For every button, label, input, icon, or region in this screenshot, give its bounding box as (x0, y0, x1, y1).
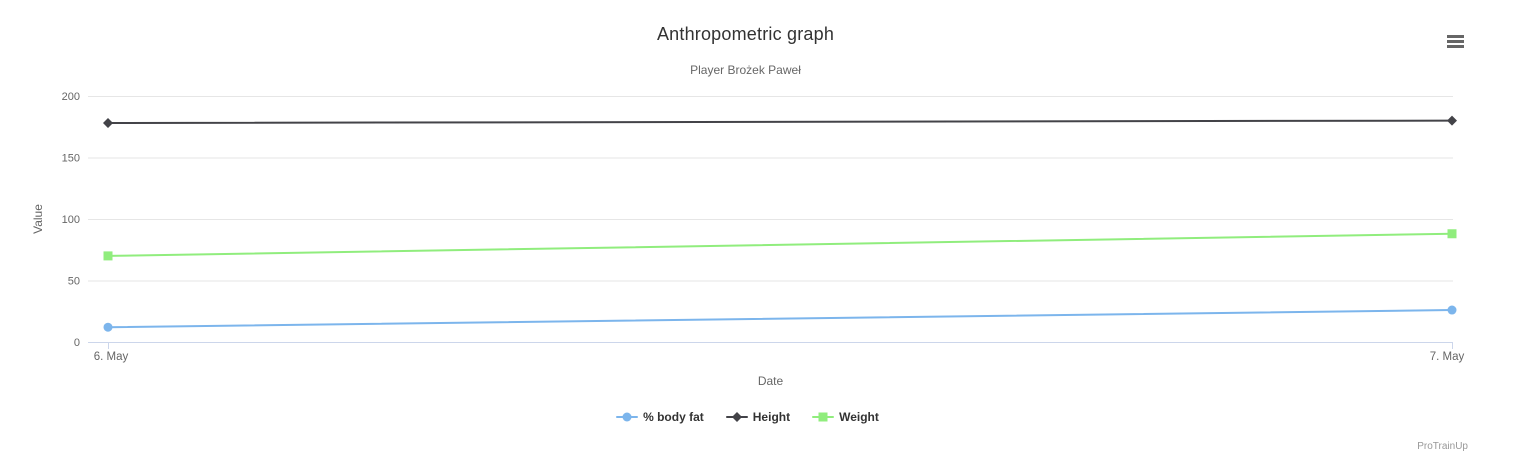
series-point-body-fat[interactable] (103, 322, 113, 332)
series-point-height[interactable] (1447, 115, 1457, 126)
hamburger-menu-icon (1447, 39, 1464, 43)
credits-label[interactable]: ProTrainUp (1417, 441, 1468, 452)
chart-subtitle: Player Brożek Paweł (690, 63, 801, 77)
series-point-weight[interactable] (103, 251, 113, 261)
y-axis-tick-label: 100 (62, 214, 80, 226)
y-axis-tick-label: 150 (62, 153, 80, 165)
legend-label: Weight (839, 410, 879, 424)
y-axis-tick-label: 200 (62, 91, 80, 103)
series-line-weight[interactable] (107, 232, 1453, 257)
legend-label: Height (752, 410, 791, 424)
chart-title: Anthropometric graph (656, 24, 835, 44)
legend-marker-square-icon (812, 412, 835, 422)
legend-marker-circle-icon (616, 412, 639, 422)
chart-context-menu-button[interactable] (1443, 29, 1469, 53)
series-point-height[interactable] (103, 118, 113, 129)
legend-item-body-fat[interactable]: % body fat (616, 410, 704, 424)
legend-marker-diamond-icon (725, 412, 748, 422)
series-point-body-fat[interactable] (1447, 305, 1457, 315)
legend-marker-glyph (622, 412, 632, 422)
legend-label: % body fat (643, 410, 704, 424)
series-point-weight[interactable] (1447, 229, 1457, 239)
legend: % body fat Height Weight (0, 410, 1495, 424)
hamburger-menu-icon (1447, 34, 1464, 38)
series-line-body-fat[interactable] (107, 309, 1453, 329)
legend-item-weight[interactable]: Weight (812, 410, 879, 424)
series-line-height[interactable] (107, 119, 1453, 125)
y-axis-tick-label: 50 (68, 276, 80, 288)
y-axis-title: Value (31, 204, 45, 234)
legend-marker-glyph (731, 412, 742, 422)
y-axis-tick-label: 0 (74, 337, 80, 349)
legend-item-height[interactable]: Height (725, 410, 791, 424)
hamburger-menu-icon (1447, 44, 1464, 48)
legend-marker-glyph (818, 412, 828, 422)
x-axis-tick-label: 7. May (1430, 351, 1465, 363)
x-axis-title: Date (757, 374, 784, 388)
x-axis-tick-label: 6. May (94, 351, 129, 363)
